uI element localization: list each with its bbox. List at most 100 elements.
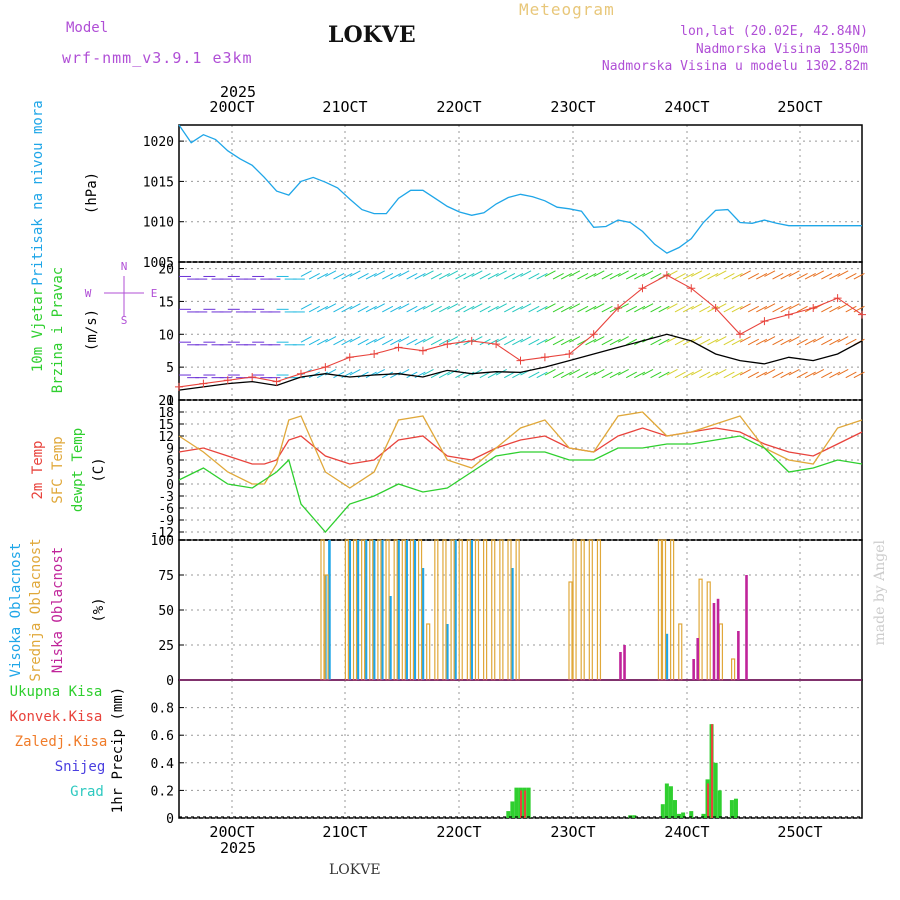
- wind-barb: [300, 336, 312, 343]
- day-label-bottom: 22OCT: [436, 823, 481, 841]
- wind-barb: [520, 270, 532, 277]
- bar-precip-total: [506, 811, 511, 818]
- wind-barb: [804, 371, 816, 379]
- wind-barb: [707, 273, 719, 280]
- bar-mid-cloud: [515, 539, 520, 681]
- wind-gust-marker: [638, 284, 647, 293]
- model-label: Model: [66, 20, 109, 36]
- bar-precip-total: [733, 798, 738, 818]
- wind-barb: [544, 368, 556, 376]
- y-tick-label: 1005: [143, 256, 174, 271]
- panel-frame: [178, 399, 863, 541]
- wind-gust-marker: [272, 377, 281, 386]
- wind-barb: [495, 303, 507, 310]
- bar-mid-cloud: [450, 539, 455, 681]
- wind-barb: [764, 270, 776, 277]
- bar-mid-cloud: [426, 623, 431, 681]
- wind-barb: [674, 305, 686, 313]
- wind-barb: [308, 305, 320, 313]
- wind-barb: [349, 336, 361, 343]
- wind-barb: [723, 273, 735, 280]
- bar-precip-total: [672, 800, 677, 818]
- wind-barb: [455, 305, 467, 313]
- wind-barb: [853, 371, 865, 379]
- wind-barb: [747, 273, 759, 280]
- bar-mid-cloud: [731, 658, 736, 681]
- wind-barb: [829, 305, 841, 313]
- wind-barb: [316, 305, 329, 313]
- wind-barb: [577, 371, 589, 379]
- wind-barb: [552, 305, 564, 313]
- wind-barb: [764, 303, 776, 310]
- wind-gust-marker: [370, 350, 379, 358]
- y-tick-label: 20: [158, 263, 174, 278]
- wind-barb: [504, 305, 516, 313]
- wind-barb: [617, 336, 629, 343]
- wind-barb: [577, 273, 589, 280]
- y-tick-label: 5: [166, 361, 174, 376]
- wind-barb: [650, 305, 662, 313]
- wind-barb: [837, 336, 849, 343]
- wind-barb: [349, 270, 361, 277]
- day-label-top: 21OCT: [322, 98, 367, 116]
- wind-barb: [601, 273, 613, 280]
- wind-barb: [430, 273, 442, 280]
- wind-barb: [788, 303, 800, 310]
- wind-gust-marker: [467, 336, 476, 345]
- bar-precip-convective: [524, 790, 527, 818]
- wind-barb: [796, 338, 808, 346]
- wind-barb: [593, 336, 605, 343]
- wind-barb: [463, 305, 475, 313]
- wind-barb: [544, 270, 556, 277]
- y-tick-label: 18: [158, 406, 174, 421]
- wind-barb: [845, 338, 857, 346]
- y-tick-label: 0: [166, 394, 174, 409]
- wind-barb: [357, 273, 369, 280]
- pressure-unit-label: (hPa): [84, 172, 100, 214]
- y-tick-label: 0: [166, 478, 174, 493]
- wind-barb: [447, 303, 459, 310]
- wind-barb: [772, 273, 784, 280]
- wind-barb: [715, 336, 727, 343]
- wind-barb: [609, 338, 621, 346]
- wind-gust-marker: [565, 350, 574, 358]
- wind-barb: [471, 270, 483, 277]
- wind-barb: [487, 371, 499, 379]
- wind-gust-marker: [614, 304, 623, 312]
- wind-gust-marker: [443, 340, 452, 349]
- wind-barb: [463, 371, 475, 379]
- y-tick-label: 50: [158, 604, 174, 619]
- bar-mid-cloud: [401, 539, 406, 681]
- bar-mid-cloud: [499, 539, 504, 681]
- bar-mid-cloud: [698, 578, 703, 681]
- bar-precip-total: [514, 787, 519, 818]
- wind-barb: [821, 338, 833, 346]
- precip-legend-item: Ukupna Kisa: [10, 684, 103, 700]
- wind-barb: [837, 270, 849, 277]
- wind-barb: [739, 303, 751, 310]
- panel-frame: [178, 124, 863, 263]
- wind-barb: [406, 305, 418, 313]
- model-name: wrf-nmm_v3.9.1 e3km: [62, 49, 253, 67]
- wind-barb: [528, 371, 540, 379]
- pressure-series-label: Pritisak na nivou mora: [30, 100, 46, 285]
- bar-high-cloud: [421, 568, 425, 680]
- wind-barb: [398, 270, 410, 277]
- bar-low-cloud: [716, 598, 720, 680]
- y-tick-label: -9: [158, 514, 174, 529]
- wind-barb: [666, 303, 678, 310]
- wind-barb: [390, 338, 402, 346]
- bar-mid-cloud: [458, 539, 463, 681]
- wind-barb: [512, 338, 524, 346]
- wind-barb: [821, 371, 833, 379]
- day-label-bottom: 23OCT: [550, 823, 595, 841]
- wind-barb: [593, 303, 605, 310]
- wind-barb: [560, 273, 572, 280]
- wind-gust-marker: [345, 353, 354, 362]
- wind-barb: [699, 371, 711, 379]
- bar-precip-total: [701, 813, 706, 818]
- bar-precip-total: [510, 801, 515, 818]
- wind-barb: [300, 270, 312, 277]
- series-line-temp-sfc: [178, 411, 863, 489]
- station-title: LOKVE: [328, 22, 416, 48]
